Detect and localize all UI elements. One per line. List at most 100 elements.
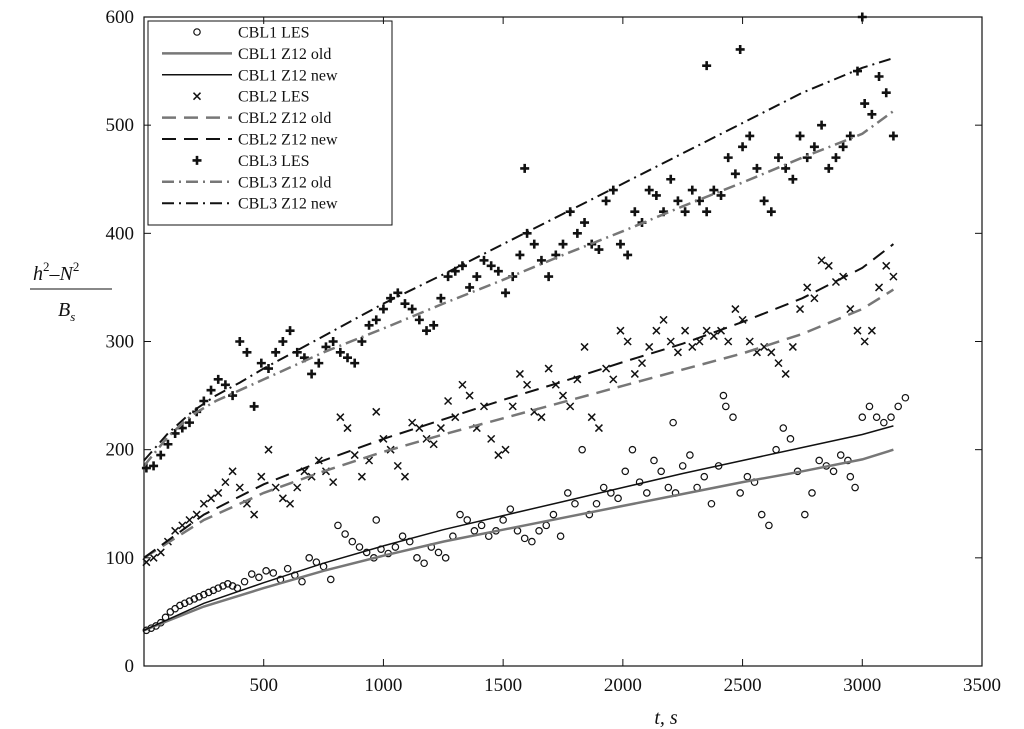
cbl3-les-point [536,255,546,265]
cbl3-les-point [307,369,317,379]
cbl1-les-point [664,483,673,492]
cbl2-les-point [408,418,417,427]
cbl2-les-point [228,467,237,476]
cbl1-les-point [190,595,199,603]
cbl3-les-point [522,228,532,238]
cbl3-les-point [429,320,439,330]
cbl1-les-point [255,573,263,582]
cbl2-les-point [149,553,158,562]
legend-swatch [193,28,201,36]
cbl2-les-point [523,380,532,389]
cbl2-les-point [774,359,783,368]
cbl2-les-point [350,451,359,460]
y-tick-label: 0 [125,656,135,677]
cbl2-les-point [817,256,826,265]
cbl2-les-point [271,483,280,492]
x-tick-label: 500 [249,675,278,696]
cbl2-les-point [853,326,862,335]
cbl1-les-point [736,489,744,497]
cbl3-les-point [580,218,590,228]
cbl1-les-point [722,402,730,411]
cbl2-les-point [688,342,697,351]
cbl1-les-point [556,532,565,541]
cbl1-les-point [786,435,795,443]
cbl1-les-point [224,579,232,588]
cbl2-les-point [235,483,244,492]
cbl1-les-point [628,445,637,454]
series-cbl2-z12-new [143,243,895,559]
cbl1-les-point [298,577,306,586]
x-tick-label: 3500 [963,675,1001,696]
cbl3-les-point [709,185,719,195]
cbl1-les-point [642,489,651,497]
cbl3-z12-old-line [143,110,895,467]
cbl2-les-point [537,413,546,422]
cbl1-les-point [372,516,381,524]
series-cbl3-z12-old [143,110,895,467]
cbl3-les-point [680,207,690,217]
cbl2-les-point [257,472,266,481]
cbl1-les-point [549,510,558,519]
cbl3-les-point [630,207,640,217]
cbl3-les-point [874,71,884,81]
y-label-b: B [58,299,70,321]
cbl2-les-point [487,434,496,443]
cbl3-les-point [838,142,848,152]
cbl3-les-point [242,347,252,357]
cbl1-les-point [200,590,208,599]
legend-label: CBL2 LES [238,89,310,106]
cbl3-les-point [350,358,360,368]
cbl1-les-point [887,413,895,422]
cbl1-les-point [836,451,845,459]
y-label-b-sub: s [70,309,75,324]
cbl2-les-point [645,342,654,351]
cbl3-les-point [888,131,898,141]
cbl3-les-point [515,250,525,260]
cbl2-les-point [623,337,632,346]
cbl2-les-point [429,440,438,449]
cbl3-les-point [651,190,661,200]
cbl1-les-point [621,467,630,476]
cbl3-les-point [400,299,410,309]
cbl1-les-point [305,554,314,562]
cbl1-les-point [204,588,213,597]
cbl1-les-point [528,537,536,546]
series-cbl1-z12-new [143,425,894,631]
cbl1-les-point [894,402,903,411]
cbl1-les-point [563,489,572,497]
cbl2-les-point [781,369,790,378]
cbl1-les-point [262,567,270,575]
legend-label: CBL3 Z12 old [238,174,331,191]
cbl3-les-point [601,196,611,206]
cbl3-les-point [364,320,374,330]
cbl3-les-point [644,185,654,195]
cbl3-les-point [393,288,403,298]
cbl2-les-point [824,261,833,270]
cbl2-les-point [659,315,668,324]
legend-label: CBL2 Z12 new [238,132,338,149]
cbl3-les-point [766,207,776,217]
cbl1-les-point [872,413,881,422]
cbl1-les-point [846,472,855,481]
cbl1-les-point [456,510,464,519]
cbl3-les-point [673,196,683,206]
cbl1-les-point [247,570,256,578]
cbl1-les-point [185,597,194,605]
x-tick-label: 2000 [604,675,642,696]
legend-entry-cbl2-z12-new: CBL2 Z12 new [162,132,338,149]
cbl2-les-point [788,342,797,351]
cbl3-les-point [472,272,482,282]
cbl1-les-point [228,582,237,590]
y-axis-label-denominator: Bs [58,299,75,324]
cbl3-les-point [206,385,216,395]
cbl2-les-point [199,499,208,508]
cbl2-les-point [286,499,295,508]
cbl3-les-point [730,169,740,179]
x-tick-label: 1500 [484,675,522,696]
cbl2-les-point [745,337,754,346]
legend-label: CBL3 Z12 new [238,196,338,213]
cbl1-les-point [542,521,551,530]
cbl2-les-point [731,305,740,314]
cbl1-les-point [434,548,443,557]
cbl1-les-point [808,489,816,497]
